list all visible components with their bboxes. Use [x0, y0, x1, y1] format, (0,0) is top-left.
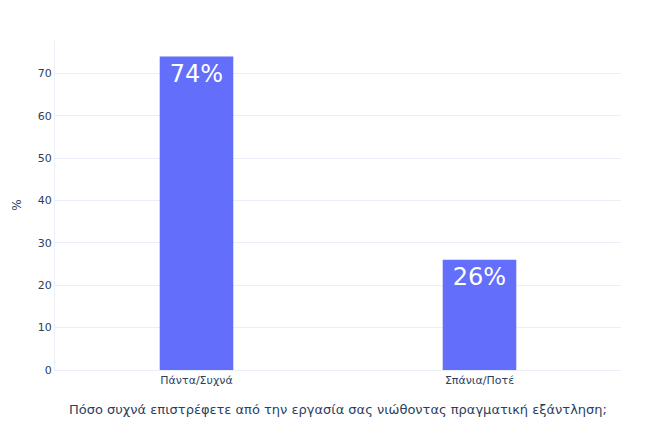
svg-text:40: 40 — [38, 194, 52, 207]
svg-text:60: 60 — [38, 110, 52, 123]
svg-text:26%: 26% — [453, 263, 506, 291]
svg-text:%: % — [10, 199, 24, 210]
svg-text:0: 0 — [45, 364, 52, 377]
svg-text:30: 30 — [38, 237, 52, 250]
svg-text:Σπάνια/Ποτέ: Σπάνια/Ποτέ — [445, 374, 514, 387]
svg-text:10: 10 — [38, 321, 52, 334]
svg-text:20: 20 — [38, 279, 52, 292]
svg-text:50: 50 — [38, 152, 52, 165]
svg-text:70: 70 — [38, 67, 52, 80]
svg-text:Πάντα/Συχνά: Πάντα/Συχνά — [160, 374, 232, 387]
svg-text:Πόσο συχνά επιστρέφετε από την: Πόσο συχνά επιστρέφετε από την εργασία σ… — [69, 402, 607, 417]
svg-text:74%: 74% — [170, 60, 223, 88]
